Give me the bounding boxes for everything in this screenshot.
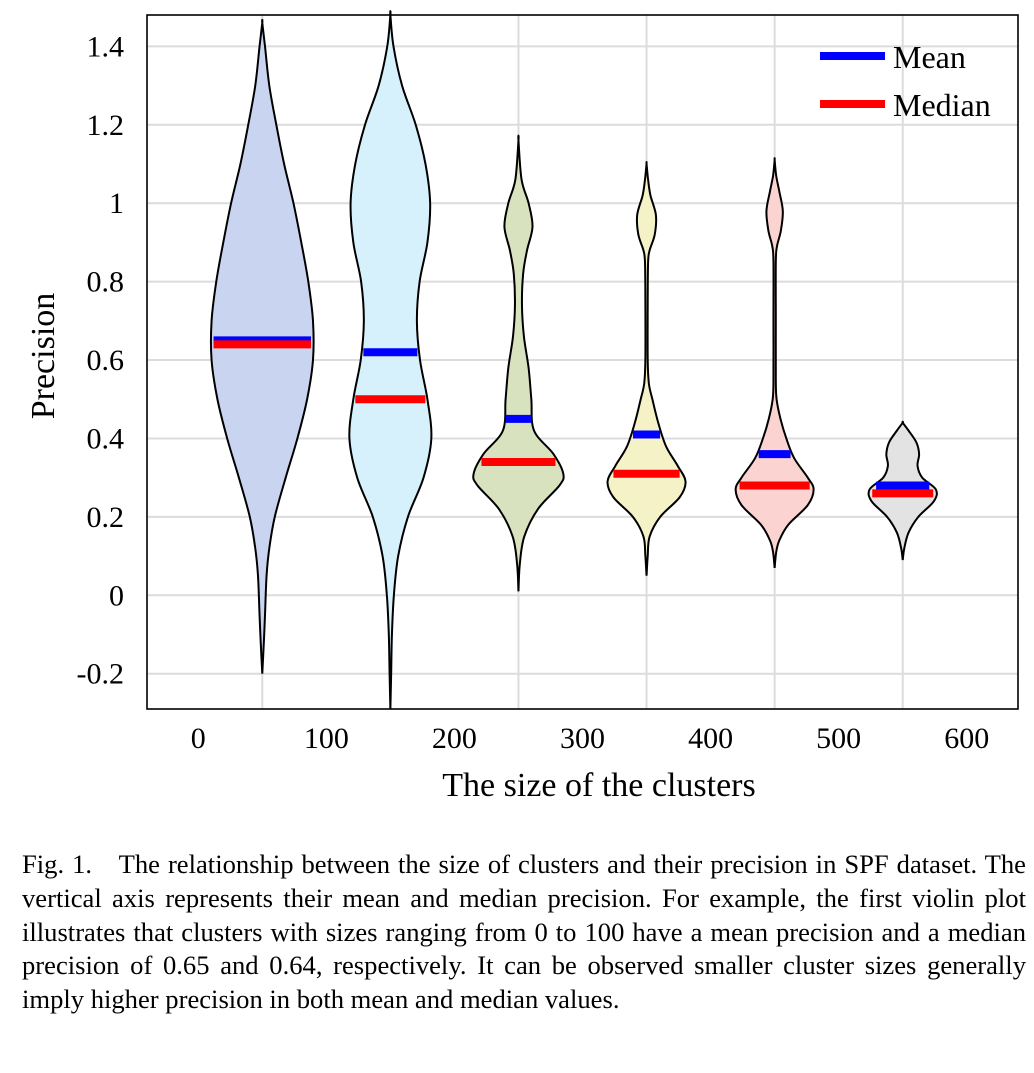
plot-frame <box>146 14 1019 710</box>
violin-200-300 <box>472 134 565 592</box>
x-axis-title: The size of the clusters <box>442 767 755 804</box>
y-tick-label: 0 <box>109 579 124 612</box>
y-tick-label: 0.6 <box>87 344 125 377</box>
x-tick-label: 200 <box>432 722 477 755</box>
y-tick-label: 0.2 <box>87 501 125 534</box>
x-tick-label: 500 <box>816 722 861 755</box>
violin-chart: 0 100 200 300 400 500 600 -0.2 0 0.2 0.4 0.6 0.8 1 1.2… <box>25 10 1019 804</box>
y-tick-label: 1.2 <box>87 109 125 142</box>
x-tick-label: 0 <box>191 722 206 755</box>
tick-labels: 0 100 200 300 400 500 600 -0.2 0 0.2 0.4 0.6 0.8 1 1.2… <box>77 30 990 755</box>
y-tick-label: 0.8 <box>87 266 125 299</box>
legend-median-label: Median <box>893 87 991 123</box>
legend: Mean Median <box>820 39 991 123</box>
figure-caption: Fig. 1. The relationship between the siz… <box>22 849 1026 1015</box>
y-tick-label: 0.4 <box>87 422 125 455</box>
x-tick-label: 600 <box>944 722 989 755</box>
violin-400-500 <box>734 157 815 568</box>
legend-mean-label: Mean <box>893 39 966 75</box>
x-tick-label: 300 <box>560 722 605 755</box>
violin-100-200 <box>348 10 433 710</box>
y-tick-label: 1.4 <box>87 30 125 63</box>
x-tick-label: 100 <box>304 722 349 755</box>
y-axis-title: Precision <box>25 293 62 420</box>
y-tick-label: 1 <box>109 187 124 220</box>
mean-median-markers <box>213 336 934 498</box>
x-tick-label: 400 <box>688 722 733 755</box>
y-tick-label: -0.2 <box>77 658 125 691</box>
violin-300-400 <box>606 161 687 576</box>
